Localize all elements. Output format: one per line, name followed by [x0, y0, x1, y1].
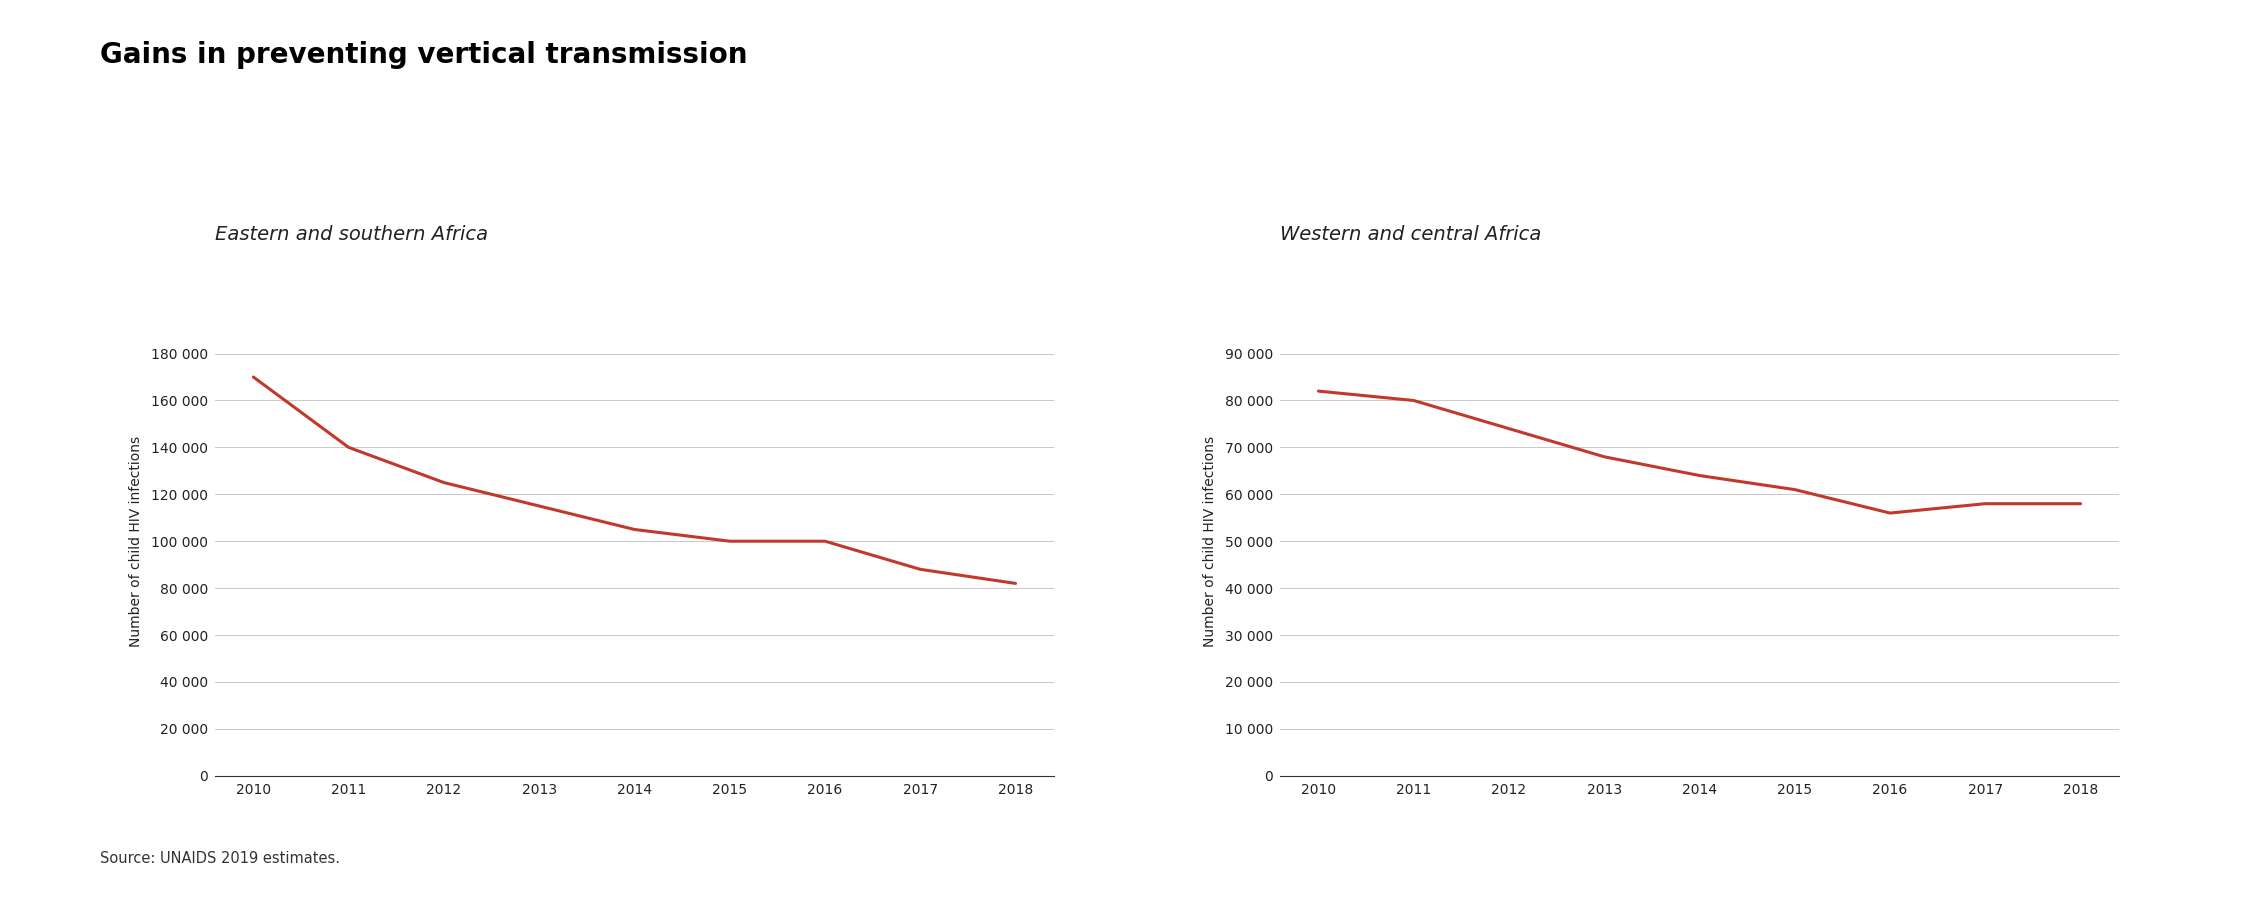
Text: Western and central Africa: Western and central Africa [1280, 225, 1541, 244]
Y-axis label: Number of child HIV infections: Number of child HIV infections [129, 436, 143, 647]
Text: Gains in preventing vertical transmission: Gains in preventing vertical transmissio… [100, 41, 748, 69]
Text: Eastern and southern Africa: Eastern and southern Africa [215, 225, 489, 244]
Y-axis label: Number of child HIV infections: Number of child HIV infections [1203, 436, 1217, 647]
Text: Source: UNAIDS 2019 estimates.: Source: UNAIDS 2019 estimates. [100, 851, 340, 866]
